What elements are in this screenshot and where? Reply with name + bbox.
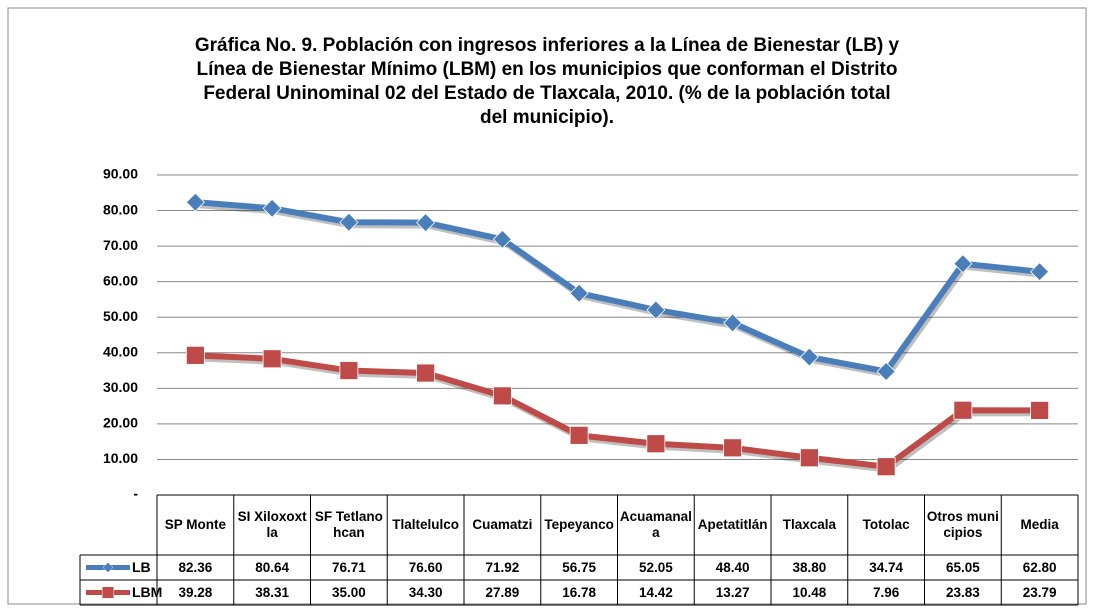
x-tick-label: Totolac [862,517,910,532]
data-table-value: 10.48 [792,584,827,600]
line-marker [339,212,359,232]
data-table-value: 7.96 [872,584,900,600]
line-marker [492,229,512,249]
x-tick-label: Acuamanala [619,509,692,540]
line-marker [953,400,973,420]
x-tick-label: Otros municipios [926,509,999,540]
data-table-value: 76.71 [331,559,366,575]
line-marker [723,438,743,458]
y-tick-label: 50.00 [103,308,138,324]
data-table-value: 39.28 [178,584,213,600]
x-tick-label: Tepeyanco [544,517,614,532]
legend-marker [101,586,115,599]
x-tick-label: Cuamatzi [472,517,533,532]
data-table-value: 14.42 [638,584,673,600]
line-marker [569,425,589,445]
data-table-value: 56.75 [562,559,597,575]
line-marker [646,434,666,454]
data-table-value: 48.40 [715,559,750,575]
data-table-value: 62.80 [1022,559,1057,575]
data-table-value: 76.60 [408,559,443,575]
line-shadow [197,202,1042,378]
x-tick-label: SF Tetlanohcan [314,509,383,540]
line-marker [723,313,743,333]
line-marker [646,300,666,320]
y-tick-label: - [133,486,138,502]
data-table-value: 71.92 [485,559,520,575]
line-marker [416,213,436,233]
data-table-value: 34.30 [408,584,443,600]
line-marker [185,192,205,212]
data-table-value: 34.74 [869,559,904,575]
y-tick-label: 80.00 [103,201,138,217]
line-marker [953,254,973,274]
line-marker [492,386,512,406]
data-table-value: 27.89 [485,584,520,600]
data-table-value: 65.05 [945,559,980,575]
line-marker [185,345,205,365]
y-tick-label: 40.00 [103,343,138,359]
data-table-value: 80.64 [255,559,290,575]
data-table-value: 23.83 [945,584,980,600]
data-table-value: 82.36 [178,559,213,575]
line-marker [262,198,282,218]
x-tick-label: SI Xiloxoxtla [237,509,307,540]
legend-marker [102,562,114,573]
data-table-value: 35.00 [331,584,366,600]
chart-frame [7,7,1087,605]
series-line [195,352,1040,470]
y-tick-label: 20.00 [103,415,138,431]
line-marker [569,283,589,303]
line-marker [1030,401,1050,420]
legend-label: LBM [132,584,162,600]
x-tick-label: Apetatitlán [697,517,768,532]
line-marker [876,457,896,477]
line-marker [799,448,819,468]
data-table-value: 16.78 [562,584,597,600]
legend-label: LB [132,559,151,575]
y-tick-label: 10.00 [103,450,138,466]
y-tick-label: 90.00 [103,166,138,182]
x-tick-label: SP Monte [164,517,226,532]
data-table-value: 52.05 [638,559,673,575]
line-marker [262,349,282,369]
series-line [195,199,1040,375]
data-table-value: 23.79 [1022,584,1057,600]
x-tick-label: Tlaltelulco [392,517,459,532]
line-marker [799,347,819,367]
y-tick-label: 70.00 [103,237,138,253]
chart-title: Gráfica No. 9. Población con ingresos in… [194,35,900,128]
x-tick-label: Tlaxcala [782,517,837,532]
y-tick-label: 30.00 [103,379,138,395]
y-tick-label: 60.00 [103,272,138,288]
line-shadow [197,355,1042,473]
line-marker [416,363,436,383]
x-tick-label: Media [1020,517,1059,532]
data-table-value: 38.31 [255,584,290,600]
line-marker [1030,262,1050,282]
data-table-value: 13.27 [715,584,750,600]
line-marker [339,361,359,380]
line-marker [876,361,896,382]
data-table-value: 38.80 [792,559,827,575]
